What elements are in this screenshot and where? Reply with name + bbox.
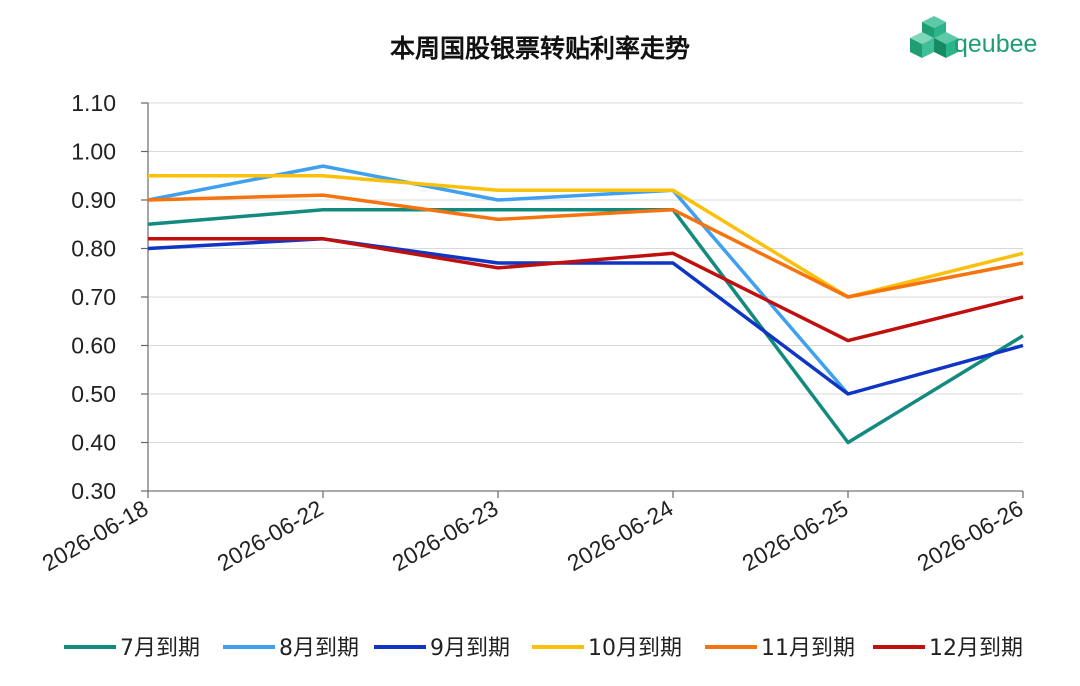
- y-axis-ticks: 0.30 0.40 0.50 0.60 0.70 0.80 0.90 1.00 1.10: [71, 90, 148, 504]
- chart-title: 本周国股银票转贴利率走势: [390, 34, 690, 63]
- cube-logo-icon: [910, 16, 958, 58]
- y-tick-label: 0.60: [71, 333, 116, 359]
- legend: 7月到期 8月到期 9月到期 10月到期 11月到期 12月到期: [64, 636, 1023, 661]
- y-tick-label: 0.80: [71, 236, 116, 262]
- x-tick-label: 2026-06-18: [38, 495, 153, 576]
- x-axis-ticks: 2026-06-18 2026-06-22 2026-06-23 2026-06-24…: [38, 491, 1028, 576]
- y-tick-label: 0.30: [71, 478, 116, 504]
- y-tick-label: 1.00: [71, 139, 116, 165]
- legend-label: 10月到期: [588, 636, 682, 661]
- y-tick-label: 0.90: [71, 187, 116, 213]
- gridlines: [148, 102, 1023, 443]
- series-line: [147, 207, 1024, 445]
- legend-label: 12月到期: [929, 636, 1023, 661]
- legend-label: 9月到期: [430, 636, 510, 661]
- x-tick-label: 2026-06-25: [738, 495, 853, 576]
- legend-label: 8月到期: [279, 636, 359, 661]
- series-line: [147, 193, 1024, 299]
- logo: qeubee: [910, 16, 1037, 58]
- series-lines: [147, 164, 1024, 445]
- legend-label: 7月到期: [120, 636, 200, 661]
- y-tick-label: 0.40: [71, 430, 116, 456]
- x-tick-label: 2026-06-26: [913, 495, 1028, 576]
- y-tick-label: 1.10: [71, 90, 116, 116]
- x-tick-label: 2026-06-23: [388, 495, 503, 576]
- x-tick-label: 2026-06-22: [213, 495, 328, 576]
- series-line: [148, 237, 1024, 343]
- y-tick-label: 0.70: [71, 284, 116, 310]
- y-tick-label: 0.50: [71, 381, 116, 407]
- logo-text: qeubee: [954, 30, 1037, 58]
- legend-label: 11月到期: [761, 636, 855, 661]
- x-tick-label: 2026-06-24: [563, 495, 678, 576]
